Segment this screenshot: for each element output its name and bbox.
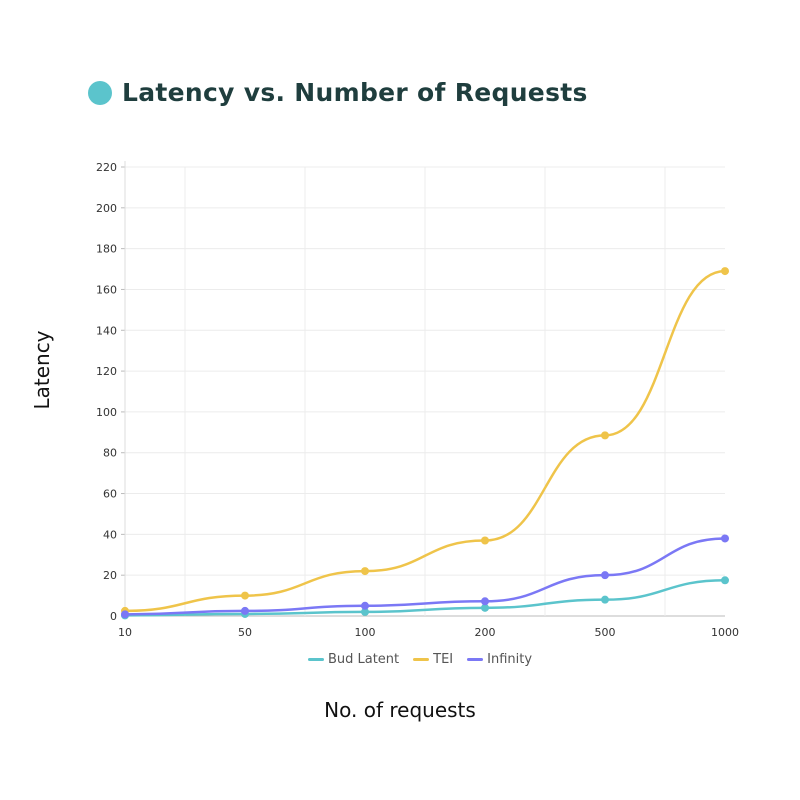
x-tick-label: 50 <box>238 626 252 639</box>
y-tick-label: 0 <box>110 610 117 623</box>
data-point <box>601 595 609 604</box>
legend-item[interactable]: Bud Latent <box>307 652 400 667</box>
series-line-infinity <box>124 537 726 616</box>
x-axis-label: No. of requests <box>324 698 476 722</box>
y-tick-label: 180 <box>96 243 117 256</box>
legend-swatch <box>307 658 324 661</box>
legend: Bud Latent TEI Infinity <box>0 652 800 667</box>
legend-item[interactable]: TEI <box>413 652 453 667</box>
data-point <box>241 591 249 600</box>
data-point <box>361 607 369 616</box>
legend-swatch <box>413 658 430 661</box>
y-tick-label: 20 <box>103 569 117 582</box>
x-tick-label: 100 <box>355 626 376 639</box>
data-point <box>241 606 249 615</box>
y-tick-label: 220 <box>96 161 117 174</box>
title-dot-icon <box>88 80 112 105</box>
legend-swatch <box>467 658 484 661</box>
data-point <box>721 576 729 585</box>
legend-label: Bud Latent <box>327 652 400 667</box>
y-tick-label: 160 <box>96 283 117 296</box>
data-point <box>601 431 609 440</box>
y-tick-label: 60 <box>103 488 117 501</box>
y-tick-label: 120 <box>96 365 117 378</box>
data-point <box>481 597 489 606</box>
chart-title-text: Latency vs. Number of Requests <box>122 78 588 107</box>
y-tick-label: 40 <box>103 528 117 541</box>
data-point <box>481 536 489 545</box>
data-point <box>361 567 369 576</box>
data-point <box>721 267 729 276</box>
series-line-bud-latent <box>124 579 726 617</box>
x-tick-label: 500 <box>595 626 616 639</box>
data-point <box>721 534 729 543</box>
x-tick-label: 1000 <box>711 626 739 639</box>
x-tick-label: 10 <box>118 626 132 639</box>
data-point <box>121 610 129 619</box>
data-point <box>361 601 369 610</box>
y-tick-label: 140 <box>96 324 117 337</box>
legend-item[interactable]: Infinity <box>467 652 532 667</box>
data-point <box>601 571 609 580</box>
data-point <box>481 603 489 612</box>
y-tick-label: 80 <box>103 447 117 460</box>
x-tick-label: 200 <box>475 626 496 639</box>
y-tick-label: 100 <box>96 406 117 419</box>
legend-label: Infinity <box>487 652 533 667</box>
chart-title: Latency vs. Number of Requests <box>88 78 588 107</box>
legend-label: TEI <box>433 652 454 667</box>
y-tick-label: 200 <box>96 202 117 215</box>
